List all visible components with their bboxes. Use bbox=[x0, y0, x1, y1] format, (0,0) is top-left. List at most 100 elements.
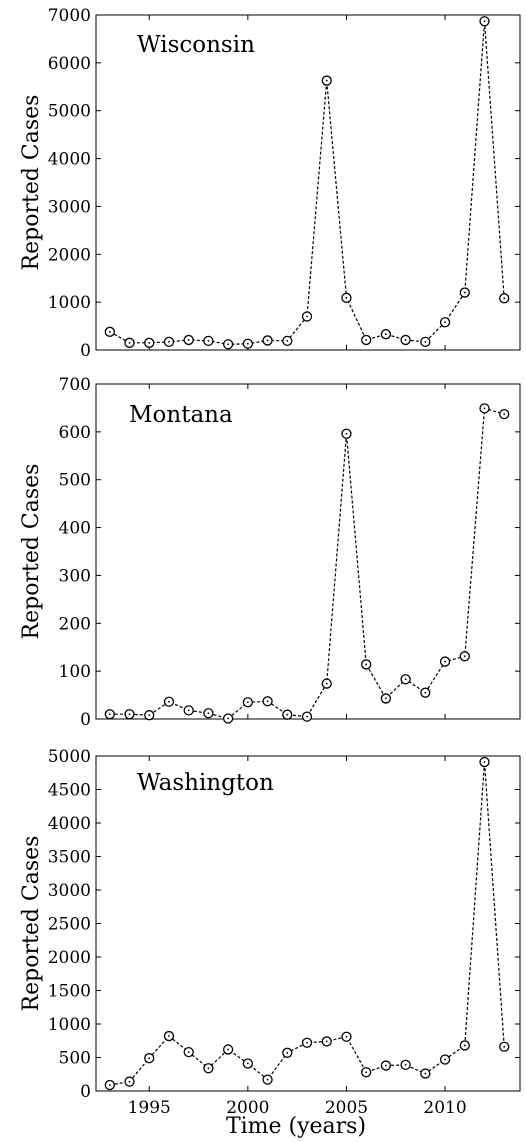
y-tick-label: 0 bbox=[80, 710, 91, 730]
y-tick-label: 0 bbox=[80, 341, 91, 361]
data-point-center bbox=[463, 655, 466, 658]
data-point-center bbox=[207, 340, 210, 342]
data-point-center bbox=[345, 1035, 348, 1038]
data-point-center bbox=[108, 330, 111, 333]
data-point-center bbox=[365, 339, 368, 341]
state-label: Washington bbox=[137, 770, 274, 796]
data-point-center bbox=[168, 700, 170, 703]
series-line bbox=[109, 21, 505, 345]
data-point-center bbox=[483, 407, 486, 410]
data-point-center bbox=[286, 340, 289, 342]
data-point-center bbox=[444, 321, 446, 324]
data-point-center bbox=[404, 678, 407, 681]
data-point-center bbox=[306, 1041, 308, 1044]
data-point-center bbox=[325, 79, 328, 82]
data-point-center bbox=[325, 1040, 328, 1043]
data-point-center bbox=[128, 341, 131, 344]
y-tick-label: 5000 bbox=[48, 102, 91, 122]
data-point-center bbox=[483, 20, 486, 23]
figure-x-axis-label: Time (years) bbox=[226, 1114, 366, 1139]
data-point-center bbox=[365, 1071, 368, 1074]
data-point-center bbox=[286, 713, 289, 716]
data-point-center bbox=[463, 1044, 466, 1047]
data-point-center bbox=[345, 432, 348, 435]
data-point-center bbox=[503, 297, 506, 300]
data-point-center bbox=[325, 682, 328, 685]
data-point-center bbox=[187, 339, 190, 341]
panel-montana: 0 100 200 300 400 500 600 700 Reported Cases Mont… bbox=[19, 375, 521, 730]
data-point-center bbox=[286, 1051, 289, 1054]
data-point-center bbox=[246, 701, 249, 704]
series-line bbox=[109, 407, 505, 720]
data-point-center bbox=[148, 1057, 151, 1060]
data-point-center bbox=[187, 1051, 190, 1054]
series-line bbox=[109, 761, 505, 1086]
panel-wisconsin: 0 1000 2000 3000 4000 5000 6000 7000 Reported Ca… bbox=[19, 6, 521, 361]
data-point-center bbox=[424, 340, 427, 343]
y-tick-label: 2000 bbox=[48, 948, 91, 968]
x-tick-label: 2005 bbox=[325, 1098, 368, 1118]
y-tick-label: 400 bbox=[59, 519, 91, 539]
y-tick-label: 300 bbox=[59, 566, 91, 586]
data-point-center bbox=[266, 1078, 269, 1081]
y-tick-label: 100 bbox=[59, 662, 91, 682]
y-tick-label: 2500 bbox=[48, 915, 91, 935]
data-point-center bbox=[227, 343, 230, 346]
data-point-center bbox=[404, 339, 407, 341]
data-point-center bbox=[246, 342, 249, 345]
data-point-center bbox=[384, 333, 387, 336]
data-point-center bbox=[384, 1064, 387, 1067]
data-point-center bbox=[108, 1084, 111, 1086]
data-point-center bbox=[345, 296, 348, 299]
y-tick-label: 6000 bbox=[48, 54, 91, 74]
y-tick-label: 200 bbox=[59, 614, 91, 634]
y-tick-label: 3000 bbox=[48, 197, 91, 217]
data-point-center bbox=[246, 1062, 249, 1065]
data-point-center bbox=[384, 697, 387, 700]
data-point-center bbox=[463, 291, 466, 294]
x-tick-label: 2010 bbox=[423, 1098, 466, 1118]
data-point-center bbox=[227, 717, 230, 720]
data-point-center bbox=[207, 1067, 210, 1070]
y-tick-label: 600 bbox=[59, 423, 91, 443]
data-point-center bbox=[148, 341, 151, 344]
panel-washington: 0 500 1000 1500 2000 2500 3000 3500 4000 4500 5000… bbox=[19, 747, 521, 1118]
y-tick-label: 700 bbox=[59, 375, 91, 395]
plot-frame bbox=[95, 14, 521, 351]
y-tick-label: 1000 bbox=[48, 293, 91, 313]
y-tick-label: 500 bbox=[59, 1049, 91, 1069]
data-point-center bbox=[227, 1048, 230, 1051]
y-axis-label: Reported Cases bbox=[19, 836, 44, 1012]
y-tick-label: 7000 bbox=[48, 6, 91, 26]
data-point-center bbox=[404, 1063, 407, 1066]
data-point-center bbox=[168, 340, 170, 343]
y-tick-label: 500 bbox=[59, 471, 91, 491]
x-tick-label: 2000 bbox=[226, 1098, 269, 1118]
data-point-center bbox=[266, 339, 269, 342]
y-axis-label: Reported Cases bbox=[19, 95, 44, 271]
y-tick-label: 0 bbox=[80, 1082, 91, 1102]
y-tick-label: 5000 bbox=[48, 747, 91, 767]
data-point-center bbox=[207, 712, 210, 715]
state-label: Montana bbox=[129, 402, 233, 428]
plot-frame bbox=[95, 383, 521, 720]
data-point-center bbox=[365, 663, 368, 666]
y-tick-label: 1000 bbox=[48, 1015, 91, 1035]
y-tick-label: 4000 bbox=[48, 814, 91, 834]
y-tick-label: 3000 bbox=[48, 881, 91, 901]
data-point-center bbox=[503, 1045, 506, 1048]
y-tick-label: 3500 bbox=[48, 848, 91, 868]
data-point-center bbox=[187, 709, 190, 712]
data-point-center bbox=[306, 315, 308, 318]
data-point-center bbox=[148, 714, 151, 717]
data-point-center bbox=[444, 1058, 446, 1061]
data-point-center bbox=[108, 713, 111, 716]
y-tick-label: 4000 bbox=[48, 150, 91, 170]
y-axis-label: Reported Cases bbox=[19, 464, 44, 640]
data-point-center bbox=[128, 1080, 131, 1083]
data-point-center bbox=[306, 715, 308, 718]
data-point-center bbox=[128, 713, 131, 716]
y-tick-label: 4500 bbox=[48, 781, 91, 801]
